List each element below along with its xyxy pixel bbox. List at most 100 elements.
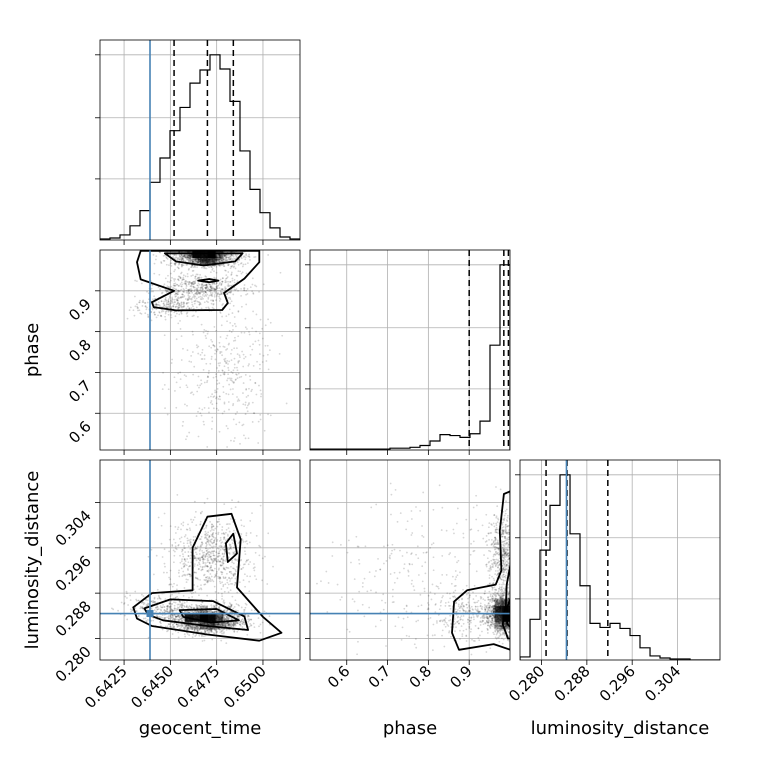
- joint-geocent_time-phase-sample-1862: [233, 316, 236, 318]
- joint-geocent_time-luminosity_distance-sample-814: [221, 526, 224, 528]
- joint-geocent_time-luminosity_distance-sample-1905: [197, 568, 200, 571]
- joint-geocent_time-phase-sample-2299: [164, 277, 167, 280]
- joint-geocent_time-luminosity_distance-sample-2141: [211, 579, 214, 581]
- joint-geocent_time-phase-sample-641: [230, 271, 233, 274]
- joint-geocent_time-phase-sample-2512: [185, 258, 188, 261]
- joint-geocent_time-phase-sample-447: [186, 297, 189, 300]
- joint-geocent_time-phase-sample-883: [174, 278, 177, 281]
- joint-geocent_time-phase-yaxis-tick-label-3: 0.9: [65, 295, 95, 325]
- joint-geocent_time-phase-sample-1707: [192, 260, 195, 263]
- joint-geocent_time-luminosity_distance-sample-2239: [225, 528, 228, 531]
- joint-geocent_time-luminosity_distance-sample-1117: [198, 568, 200, 570]
- joint-geocent_time-phase-sample-272: [219, 336, 222, 338]
- joint-geocent_time-phase-sample-2071: [210, 346, 213, 349]
- joint-geocent_time-luminosity_distance-sample-351: [268, 615, 271, 618]
- joint-geocent_time-phase-sample-1494: [193, 290, 196, 293]
- joint-geocent_time-phase-sample-177: [281, 334, 284, 337]
- joint-geocent_time-phase-sample-1932: [173, 287, 176, 290]
- joint-geocent_time-phase-panel-plot-area: [100, 244, 300, 450]
- joint-geocent_time-phase-sample-2366: [192, 286, 195, 289]
- joint-geocent_time-luminosity_distance-sample-1472: [207, 540, 210, 543]
- joint-geocent_time-phase-sample-851: [218, 430, 221, 433]
- joint-geocent_time-phase-sample-135: [202, 297, 204, 300]
- joint-geocent_time-phase-sample-1455: [222, 258, 225, 261]
- joint-geocent_time-luminosity_distance-sample-1086: [206, 569, 209, 572]
- joint-geocent_time-phase-sample-913: [168, 304, 171, 307]
- joint-geocent_time-phase-sample-2591: [235, 288, 238, 291]
- joint-geocent_time-phase-sample-146: [225, 248, 227, 250]
- joint-geocent_time-phase-sample-781: [223, 371, 226, 374]
- joint-geocent_time-phase-sample-1571: [192, 283, 195, 285]
- joint-geocent_time-phase-sample-882: [233, 437, 236, 439]
- joint-geocent_time-luminosity_distance-sample-1461: [166, 606, 169, 609]
- joint-geocent_time-phase-sample-964: [213, 344, 216, 347]
- joint-geocent_time-phase-sample-236: [197, 291, 200, 294]
- joint-geocent_time-phase-sample-2422: [218, 258, 221, 260]
- joint-geocent_time-luminosity_distance-sample-2063: [187, 523, 189, 526]
- joint-geocent_time-phase-sample-581: [191, 282, 194, 284]
- joint-geocent_time-phase-sample-791: [176, 257, 179, 260]
- joint-geocent_time-luminosity_distance-sample-295: [233, 572, 236, 575]
- joint-geocent_time-luminosity_distance-sample-1241: [180, 619, 183, 622]
- joint-geocent_time-luminosity_distance-sample-1347: [190, 554, 192, 557]
- joint-geocent_time-luminosity_distance-sample-1888: [171, 602, 174, 605]
- joint-geocent_time-luminosity_distance-sample-1107: [218, 628, 220, 630]
- joint-geocent_time-phase-sample-340: [174, 244, 176, 246]
- joint-geocent_time-phase-sample-1370: [190, 355, 193, 357]
- joint-geocent_time-luminosity_distance-sample-618: [230, 565, 232, 568]
- joint-geocent_time-phase-sample-1652: [210, 299, 212, 302]
- joint-geocent_time-phase-sample-67: [197, 261, 200, 264]
- hist-panel-luminosity_distance: 0.280 0.288 0.296 0.304: [505, 459, 721, 705]
- joint-geocent_time-luminosity_distance-sample-1616: [174, 525, 177, 528]
- joint-geocent_time-luminosity_distance-sample-244: [242, 579, 245, 582]
- joint-geocent_time-luminosity_distance-sample-550: [167, 629, 169, 632]
- joint-geocent_time-phase-sample-1477: [204, 284, 207, 287]
- joint-geocent_time-phase-sample-1578: [183, 295, 186, 297]
- joint-geocent_time-phase-sample-327: [238, 376, 241, 379]
- joint-geocent_time-luminosity_distance-sample-2050: [173, 607, 176, 610]
- joint-geocent_time-luminosity_distance-sample-1253: [253, 609, 256, 611]
- joint-geocent_time-phase-sample-1183: [205, 291, 208, 294]
- joint-geocent_time-luminosity_distance-sample-246: [218, 578, 221, 580]
- joint-geocent_time-luminosity_distance-sample-1528: [217, 623, 220, 625]
- joint-geocent_time-luminosity_distance-sample-745: [181, 624, 183, 626]
- joint-geocent_time-phase-sample-1724: [234, 262, 237, 265]
- joint-geocent_time-phase-sample-706: [161, 309, 164, 311]
- joint-geocent_time-luminosity_distance-sample-1067: [166, 605, 169, 607]
- joint-geocent_time-luminosity_distance-sample-1064: [233, 584, 236, 586]
- joint-geocent_time-phase-sample-490: [229, 377, 231, 380]
- joint-geocent_time-luminosity_distance-sample-232: [140, 602, 143, 604]
- joint-geocent_time-phase-sample-2396: [218, 382, 221, 385]
- joint-geocent_time-phase-sample-2289: [230, 254, 233, 257]
- joint-geocent_time-phase-sample-1449: [158, 311, 161, 313]
- joint-geocent_time-phase-sample-1476: [194, 246, 196, 248]
- joint-geocent_time-phase-sample-242: [224, 256, 227, 259]
- joint-geocent_time-phase-sample-700: [219, 352, 222, 355]
- joint-geocent_time-phase-sample-1616: [252, 292, 255, 294]
- joint-geocent_time-phase-sample-2090: [138, 301, 140, 304]
- joint-geocent_time-phase-sample-573: [185, 287, 188, 290]
- joint-geocent_time-luminosity_distance-sample-1057: [209, 551, 212, 554]
- joint-geocent_time-phase-sample-553: [195, 292, 198, 295]
- joint-geocent_time-luminosity_distance-sample-28: [217, 611, 220, 614]
- joint-geocent_time-luminosity_distance-sample-1860: [212, 529, 215, 531]
- joint-geocent_time-luminosity_distance-sample-1594: [194, 510, 197, 513]
- joint-geocent_time-phase-sample-1306: [171, 298, 173, 300]
- joint-geocent_time-phase-sample-1170: [198, 386, 200, 389]
- joint-geocent_time-luminosity_distance-sample-341: [169, 614, 172, 617]
- joint-geocent_time-luminosity_distance-sample-1809: [208, 535, 211, 538]
- joint-geocent_time-phase-sample-786: [230, 348, 233, 351]
- joint-geocent_time-phase-sample-1906: [206, 381, 208, 384]
- joint-geocent_time-phase-sample-1579: [227, 393, 230, 396]
- joint-geocent_time-phase-sample-1102: [188, 431, 191, 434]
- joint-geocent_time-phase-sample-2258: [167, 274, 169, 277]
- joint-geocent_time-luminosity_distance-sample-143: [203, 629, 206, 632]
- joint-geocent_time-phase-sample-896: [188, 259, 191, 262]
- joint-geocent_time-luminosity_distance-sample-1040: [199, 611, 202, 613]
- joint-geocent_time-phase-sample-431: [190, 282, 193, 285]
- joint-geocent_time-phase-sample-2216: [242, 353, 245, 356]
- joint-geocent_time-luminosity_distance-sample-68: [171, 633, 174, 635]
- joint-geocent_time-luminosity_distance-sample-979: [250, 609, 253, 612]
- joint-geocent_time-luminosity_distance-sample-1297: [160, 524, 163, 527]
- joint-geocent_time-luminosity_distance-sample-110: [169, 602, 172, 605]
